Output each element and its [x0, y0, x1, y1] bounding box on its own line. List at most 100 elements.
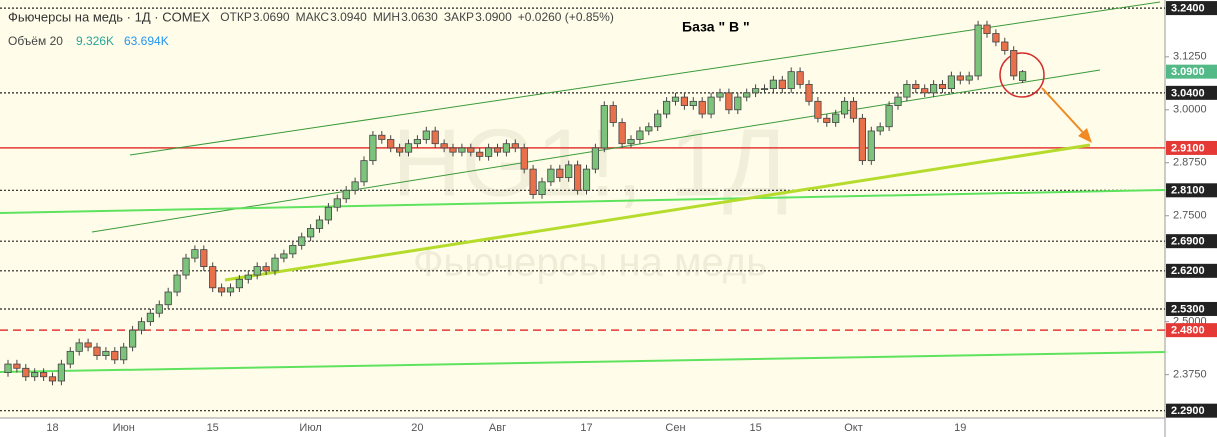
- candles: [4, 20, 1027, 386]
- candle-body: [324, 206, 333, 221]
- level-label: 2.8100: [1171, 185, 1205, 197]
- candle-body: [582, 168, 591, 191]
- candle-body: [618, 122, 626, 145]
- x-tick-label: Сен: [665, 422, 685, 434]
- candle-body: [191, 249, 199, 259]
- candle-body: [4, 363, 12, 373]
- x-tick-label: Июл: [299, 422, 321, 434]
- candle-body: [965, 75, 973, 81]
- candle-body: [360, 160, 368, 183]
- candle-body: [671, 96, 680, 102]
- annotation: База " В ": [682, 19, 750, 35]
- level-label: 2.9100: [1171, 142, 1205, 154]
- candle-body: [814, 100, 822, 119]
- candle-body: [75, 342, 83, 352]
- candle-body: [493, 147, 502, 153]
- y-tick-label: 2.7500: [1173, 210, 1207, 222]
- level-label: 3.0900: [1171, 66, 1205, 78]
- candle-body: [680, 96, 689, 106]
- candle-body: [947, 75, 956, 90]
- candle-body: [253, 266, 261, 276]
- candle-body: [520, 147, 528, 170]
- candle-body: [600, 105, 608, 149]
- candle-body: [983, 24, 991, 34]
- candle-body: [894, 96, 902, 106]
- volume-value: 9.326K: [76, 34, 114, 48]
- candle-body: [440, 143, 448, 149]
- candle-body: [938, 83, 947, 90]
- candle-body: [858, 117, 867, 162]
- ohlc-label: ЗАКР: [444, 10, 474, 24]
- candle-body: [395, 147, 404, 153]
- candle-body: [511, 143, 519, 149]
- candle-body: [654, 113, 662, 128]
- candle-body: [1010, 50, 1018, 77]
- candle-body: [502, 143, 511, 153]
- level-label: 2.6900: [1171, 236, 1205, 248]
- level-label-bg: [1166, 1, 1217, 16]
- candle-body: [484, 147, 493, 157]
- ohlc-value: 3.0690: [253, 10, 290, 24]
- candle-body: [574, 164, 582, 191]
- candle-body: [636, 130, 644, 140]
- support-line: [224, 143, 1091, 282]
- ohlc-value: 3.0900: [475, 10, 512, 24]
- level-label: 3.0400: [1171, 87, 1205, 99]
- candle-body: [306, 228, 315, 238]
- ohlc-value: 3.0940: [330, 10, 367, 24]
- candle-body: [591, 147, 600, 170]
- candle-body: [387, 139, 395, 149]
- candle-body: [289, 245, 297, 255]
- level-label-bg: [1166, 140, 1217, 155]
- ohlc-label: МИН: [373, 10, 400, 24]
- x-tick-label: 19: [954, 422, 966, 434]
- level-label: 2.6200: [1171, 265, 1205, 277]
- candle-body: [832, 113, 840, 123]
- candle-body: [930, 83, 938, 94]
- candle-body: [760, 88, 769, 91]
- level-label-bg: [1166, 85, 1217, 100]
- levels: [0, 7, 1165, 412]
- x-tick-label: Авг: [489, 422, 506, 434]
- level-label: 2.2900: [1171, 405, 1205, 417]
- x-tick-label: 15: [749, 422, 761, 434]
- candle-body: [458, 147, 466, 153]
- level-label: 3.2400: [1171, 3, 1205, 15]
- volume-label: Объём 20: [8, 34, 63, 48]
- level-label: 2.4800: [1171, 325, 1205, 337]
- candle-body: [31, 372, 39, 378]
- candle-body: [351, 181, 359, 191]
- candle-body: [57, 363, 66, 382]
- candle-body: [752, 88, 760, 94]
- candle-body: [716, 92, 724, 98]
- y-tick-label: 3.1250: [1173, 51, 1207, 63]
- candle-body: [476, 151, 484, 157]
- candle-body: [137, 321, 146, 331]
- candle-body: [707, 96, 715, 115]
- x-tick-label: Окт: [844, 422, 863, 434]
- candle-body: [538, 181, 546, 195]
- candle-body: [271, 257, 279, 272]
- level-label-bg: [1166, 403, 1217, 418]
- candle-body: [556, 168, 564, 178]
- candle-body: [40, 372, 48, 378]
- candle-body: [725, 92, 733, 111]
- header: Фьючерсы на медь · 1Д · COMEX ОТКР 3.069…: [8, 9, 750, 48]
- title: Фьючерсы на медь · 1Д · COMEX: [8, 9, 210, 24]
- x-tick-label: Июн: [113, 422, 135, 434]
- ohlc-value: 3.0630: [401, 10, 438, 24]
- level-label-bg: [1166, 323, 1217, 338]
- candle-body: [663, 100, 671, 115]
- candle-body: [164, 291, 172, 306]
- candle-body: [182, 257, 190, 276]
- candle-body: [315, 219, 324, 229]
- candle-body: [342, 189, 350, 200]
- candle-body: [849, 100, 858, 119]
- candle-body: [1019, 71, 1027, 81]
- level-label-bg: [1166, 64, 1217, 79]
- candle-body: [645, 126, 653, 132]
- y-tick-label: 2.3750: [1173, 369, 1207, 381]
- y-tick-label: 3.0000: [1173, 104, 1207, 116]
- trend-line: [0, 189, 1166, 214]
